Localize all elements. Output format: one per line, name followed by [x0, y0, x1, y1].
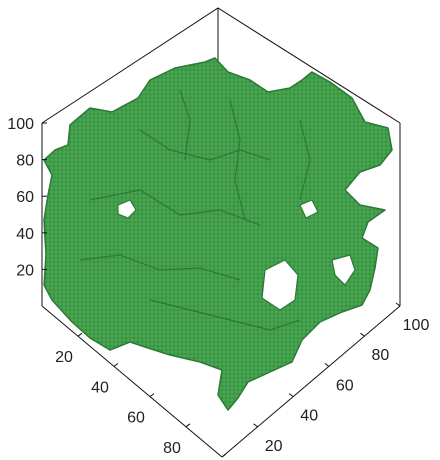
z-tick-label: 20: [16, 262, 34, 279]
y-tick-label: 20: [265, 438, 283, 455]
x-tick-mark: [221, 453, 227, 458]
z-axis-ticks: 20 40 60 80 100: [7, 116, 47, 279]
y-tick-label: 100: [403, 317, 430, 334]
y-tick-mark: [324, 362, 330, 367]
z-tick-label: 40: [16, 226, 34, 243]
x-tick-label: 60: [127, 410, 145, 427]
x-tick-mark: [77, 332, 83, 337]
axis-box: [41, 7, 401, 458]
x-tick-label: 20: [55, 349, 73, 366]
y-tick-label: 80: [372, 347, 390, 364]
x-tick-mark: [185, 423, 191, 428]
x-tick-label: 40: [91, 379, 109, 396]
voxel-volume: [43, 57, 393, 411]
y-tick-label: 60: [336, 377, 354, 394]
y-axis-ticks: 20 40 60 80 100: [253, 302, 430, 455]
y-tick-mark: [253, 423, 258, 428]
x-tick-mark: [113, 362, 119, 367]
y-tick-mark: [288, 393, 294, 398]
z-tick-label: 60: [16, 189, 34, 206]
x-tick-mark: [149, 393, 155, 398]
y-tick-mark: [360, 332, 365, 337]
z-tick-label: 80: [16, 153, 34, 170]
x-tick-label: 80: [163, 440, 181, 457]
y-tick-mark: [395, 302, 401, 307]
z-tick-label: 100: [7, 116, 34, 133]
y-tick-label: 40: [300, 408, 318, 425]
